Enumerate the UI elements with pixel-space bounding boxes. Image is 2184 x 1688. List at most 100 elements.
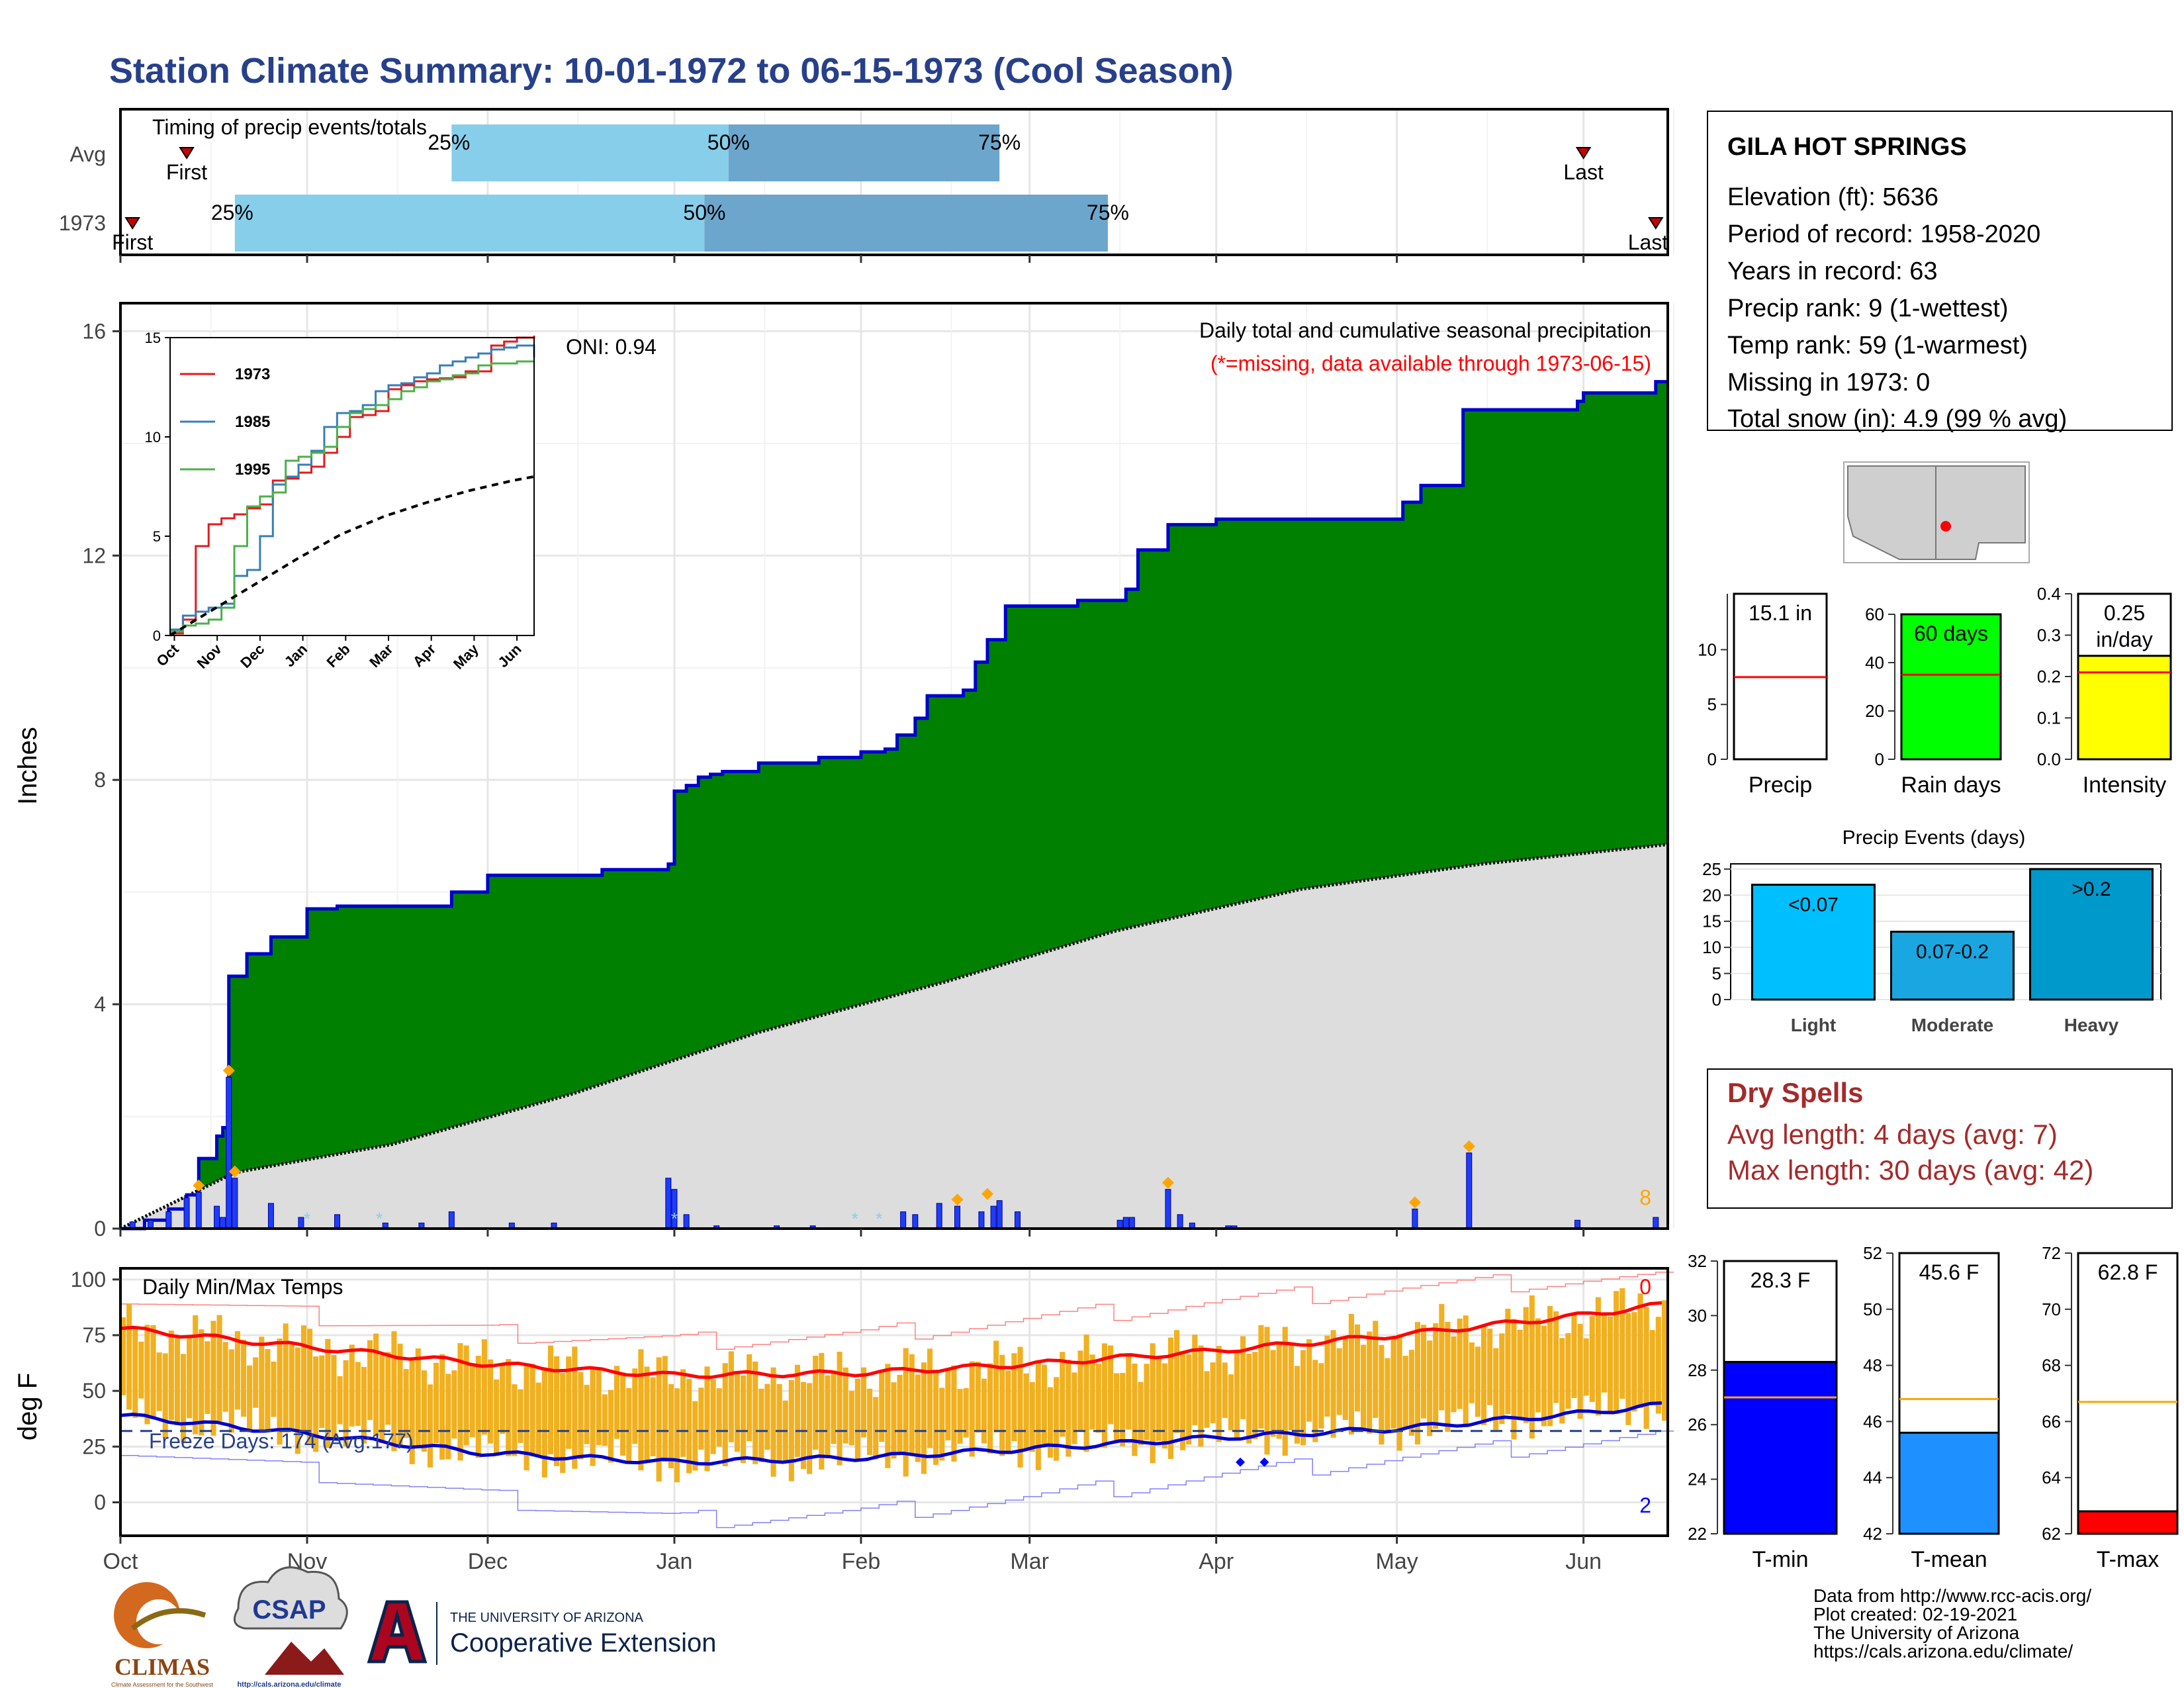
daily-temp-bar	[734, 1372, 741, 1452]
daily-temp-bar	[1385, 1358, 1390, 1433]
t-mean-bar	[1898, 1431, 2000, 1535]
last-event-label: Last	[1628, 230, 1668, 254]
daily-temp-bar	[1089, 1354, 1095, 1430]
daily-temp-bar	[132, 1326, 138, 1418]
daily-temp-bar	[981, 1378, 987, 1444]
daily-temp-bar	[819, 1352, 825, 1470]
daily-temp-bar	[975, 1362, 981, 1433]
daily-temp-bar	[445, 1374, 451, 1460]
small-y-tick-label: 26	[1688, 1415, 1707, 1434]
daily-temp-bar	[578, 1372, 584, 1460]
daily-temp-bar	[138, 1341, 144, 1399]
record-min-line	[120, 1430, 1674, 1528]
timing-label: Timing of precip events/totals	[152, 115, 427, 139]
daily-precip-bar	[936, 1203, 942, 1229]
small-y-tick-label: 48	[1863, 1356, 1882, 1376]
month-tick-label: Feb	[842, 1549, 881, 1574]
station-snow: Total snow (in): 4.9 (99 % avg)	[1727, 405, 2067, 433]
timing-panel-frame	[119, 108, 1669, 256]
events-y-tick-label: 25	[1702, 859, 1721, 879]
daily-temp-bar	[1655, 1317, 1661, 1414]
small-y-tick-label: 68	[2042, 1356, 2061, 1376]
daily-temp-bar	[1402, 1356, 1408, 1428]
daily-temp-bar	[987, 1363, 993, 1454]
daily-temp-bar	[554, 1356, 560, 1466]
timing-50-label: 50%	[707, 130, 750, 154]
daily-temp-bar	[1480, 1324, 1487, 1425]
daily-temp-bar	[1023, 1373, 1029, 1451]
small-y-tick-label: 64	[2042, 1468, 2061, 1487]
timing-75-label: 75%	[978, 130, 1021, 154]
daily-temp-bar	[343, 1360, 349, 1447]
small-y-tick-label: 0	[1707, 749, 1717, 769]
average-cumulative-area	[120, 844, 1668, 1229]
small-y-tick-label: 70	[2042, 1299, 2061, 1319]
daily-temp-bar	[216, 1315, 222, 1422]
daily-temp-bar	[337, 1376, 343, 1425]
daily-temp-bar	[187, 1336, 193, 1419]
daily-temp-bar	[1601, 1312, 1608, 1393]
daily-temp-bar	[403, 1369, 409, 1438]
snow-marker: *	[376, 1209, 383, 1229]
daily-precip-bar	[954, 1205, 961, 1229]
precip-event-marker	[193, 1179, 205, 1192]
new-mexico-shape	[1935, 465, 2026, 560]
small-y-tick-label: 28	[1688, 1360, 1707, 1380]
daily-temp-bar	[1276, 1343, 1282, 1439]
csap-logo-text: CSAP	[252, 1595, 326, 1624]
daily-temp-bar	[500, 1364, 506, 1434]
small-y-tick-label: 42	[1863, 1524, 1882, 1544]
events-bar-label: >0.2	[2071, 878, 2111, 900]
oni-label: ONI: 0.94	[566, 335, 657, 359]
daily-temp-bar	[1553, 1311, 1559, 1403]
temp-content	[120, 1272, 1674, 1528]
daily-temp-bar	[222, 1342, 228, 1412]
daily-temp-bar	[1011, 1353, 1017, 1442]
daily-temp-bar	[475, 1356, 481, 1458]
daily-temp-bar	[668, 1383, 674, 1469]
avg-max-temp-line	[120, 1301, 1662, 1380]
daily-temp-bar	[867, 1388, 873, 1456]
daily-temp-bar	[1565, 1333, 1571, 1409]
small-precip-charts: 0 5 10 15.1 in Precip 0 20 40 60 60 days Rain days…	[1698, 584, 2172, 798]
daily-temp-bar	[969, 1361, 975, 1457]
daily-temp-bar	[300, 1325, 307, 1432]
footer-credits: Data from http://www.rcc-acis.org/ Plot …	[1813, 1585, 2091, 1662]
daily-temp-bar	[1493, 1348, 1499, 1430]
daily-temp-bar	[355, 1362, 361, 1426]
small-y-tick-label: 0	[1875, 749, 1884, 769]
daily-temp-bar	[1017, 1346, 1023, 1468]
daily-temp-bar	[1240, 1336, 1246, 1419]
footer-line-2: Plot created: 02-19-2021	[1813, 1604, 2017, 1624]
precip-event-marker	[1161, 1176, 1174, 1189]
daily-temp-bar	[1047, 1387, 1054, 1458]
daily-temp-bar	[626, 1387, 632, 1462]
daily-temp-bar	[794, 1364, 800, 1457]
precip-y-tick-label: 4	[94, 992, 106, 1016]
daily-temp-bar	[1107, 1345, 1114, 1425]
daily-temp-bar	[1614, 1291, 1619, 1415]
small-y-tick-label: 44	[1863, 1468, 1882, 1487]
small-y-tick-label: 24	[1688, 1470, 1707, 1489]
daily-temp-bar	[247, 1365, 253, 1430]
dry-spells-box	[1707, 1068, 2173, 1209]
inset-series-line-1995	[170, 360, 534, 633]
daily-temp-bar	[1637, 1293, 1643, 1409]
missing-note: (*=missing, data available through 1973-…	[1210, 352, 1651, 375]
daily-temp-bar	[590, 1366, 596, 1466]
snow-marker: *	[876, 1209, 882, 1229]
daily-temp-bar	[469, 1366, 475, 1437]
daily-temp-bar	[193, 1315, 199, 1434]
daily-temp-bar	[535, 1382, 541, 1456]
last-event-label: Last	[1563, 160, 1604, 184]
freeze-days-label: Freeze Days: 174 (Avg:177)	[149, 1429, 414, 1453]
daily-temp-bar	[463, 1345, 469, 1446]
daily-temp-bar	[891, 1382, 897, 1459]
daily-temp-bar	[512, 1384, 518, 1456]
daily-temp-bar	[427, 1384, 433, 1468]
daily-precip-bar	[978, 1211, 985, 1229]
ua-big-text: Cooperative Extension	[450, 1628, 716, 1658]
daily-temp-bar	[487, 1359, 494, 1444]
daily-temp-bar	[764, 1383, 770, 1450]
dry-spells-title: Dry Spells	[1727, 1077, 1863, 1108]
